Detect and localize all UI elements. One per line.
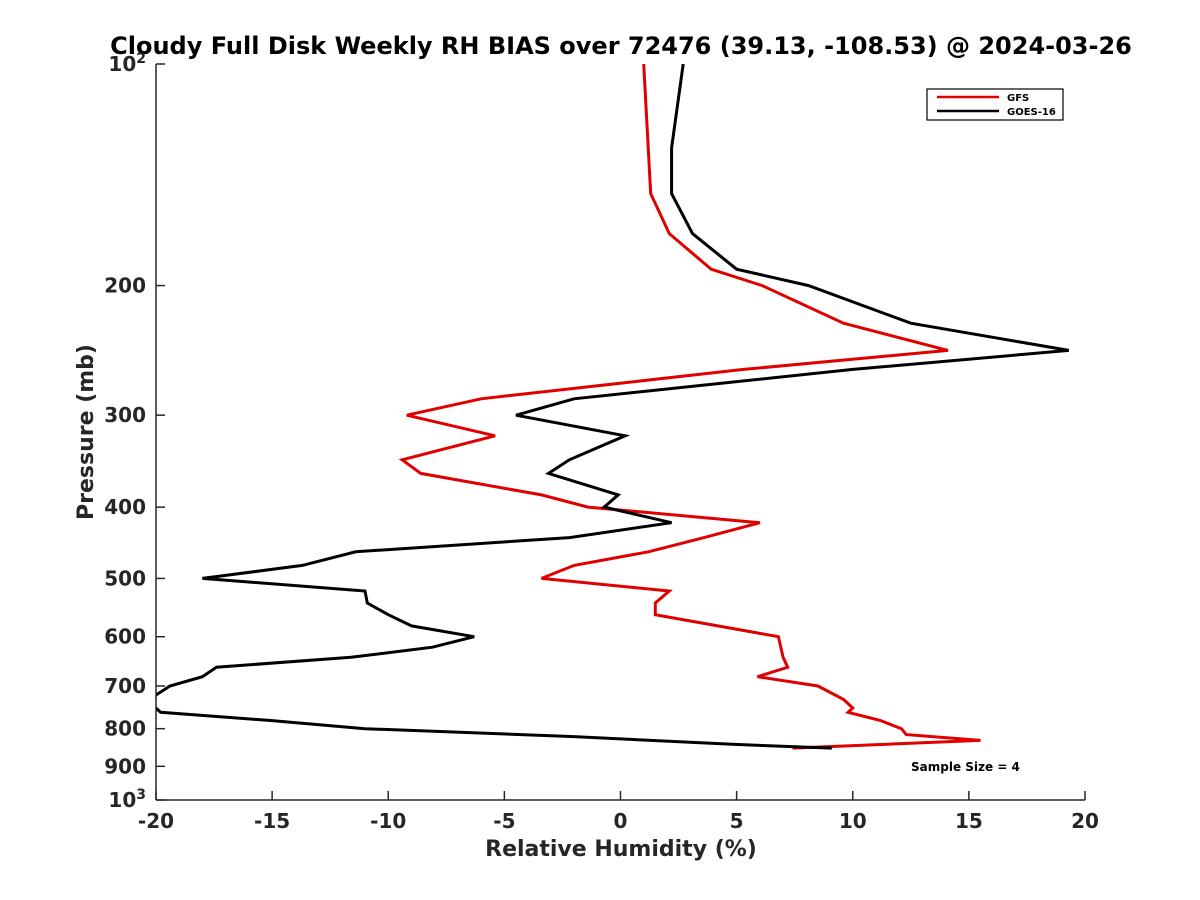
x-tick-label: -5 [493,809,515,833]
x-ticks: -20 -15 -10 -5 0 5 10 15 20 [138,791,1099,833]
x-axis-label: Relative Humidity (%) [485,837,757,862]
x-tick-label: 0 [614,809,628,833]
legend-box [926,88,1064,121]
y-tick-label: 900 [104,754,146,778]
sample-size-annotation: Sample Size = 4 [911,760,1020,774]
plot-background [156,64,1085,800]
y-ticks: 102 200 300 400 500 600 700 800 900 103 [104,51,165,812]
plot-area: -20 -15 -10 -5 0 5 10 15 20 102 200 300 400 500 600 70… [104,51,1099,833]
series-line-gfs [398,64,981,750]
y-axis-label: Pressure (mb) [74,344,99,520]
chart-title: Cloudy Full Disk Weekly RH BIAS over 724… [110,32,1132,60]
y-tick-label: 102 [108,51,146,76]
y-tick-label: 300 [104,403,146,427]
legend: GFS GOES-16 [926,88,1064,121]
y-tick-label: 400 [104,495,146,519]
x-tick-label: 20 [1071,809,1099,833]
y-tick-label: 800 [104,717,146,741]
x-tick-label: 5 [730,809,744,833]
y-tick-label: 200 [104,274,146,298]
y-tick-label: 500 [104,566,146,590]
y-tick-label: 700 [104,674,146,698]
x-tick-label: -15 [254,809,290,833]
x-tick-label: -10 [370,809,406,833]
legend-label-gfs: GFS [1007,93,1029,104]
x-tick-label: -20 [138,809,174,833]
x-tick-label: 15 [955,809,983,833]
y-tick-label: 600 [104,625,146,649]
y-tick-label: 103 [108,787,146,812]
legend-label-goes16: GOES-16 [1007,107,1056,118]
series-line-goes-16 [156,64,1069,750]
series-layer [156,64,1069,750]
x-tick-label: 10 [839,809,867,833]
